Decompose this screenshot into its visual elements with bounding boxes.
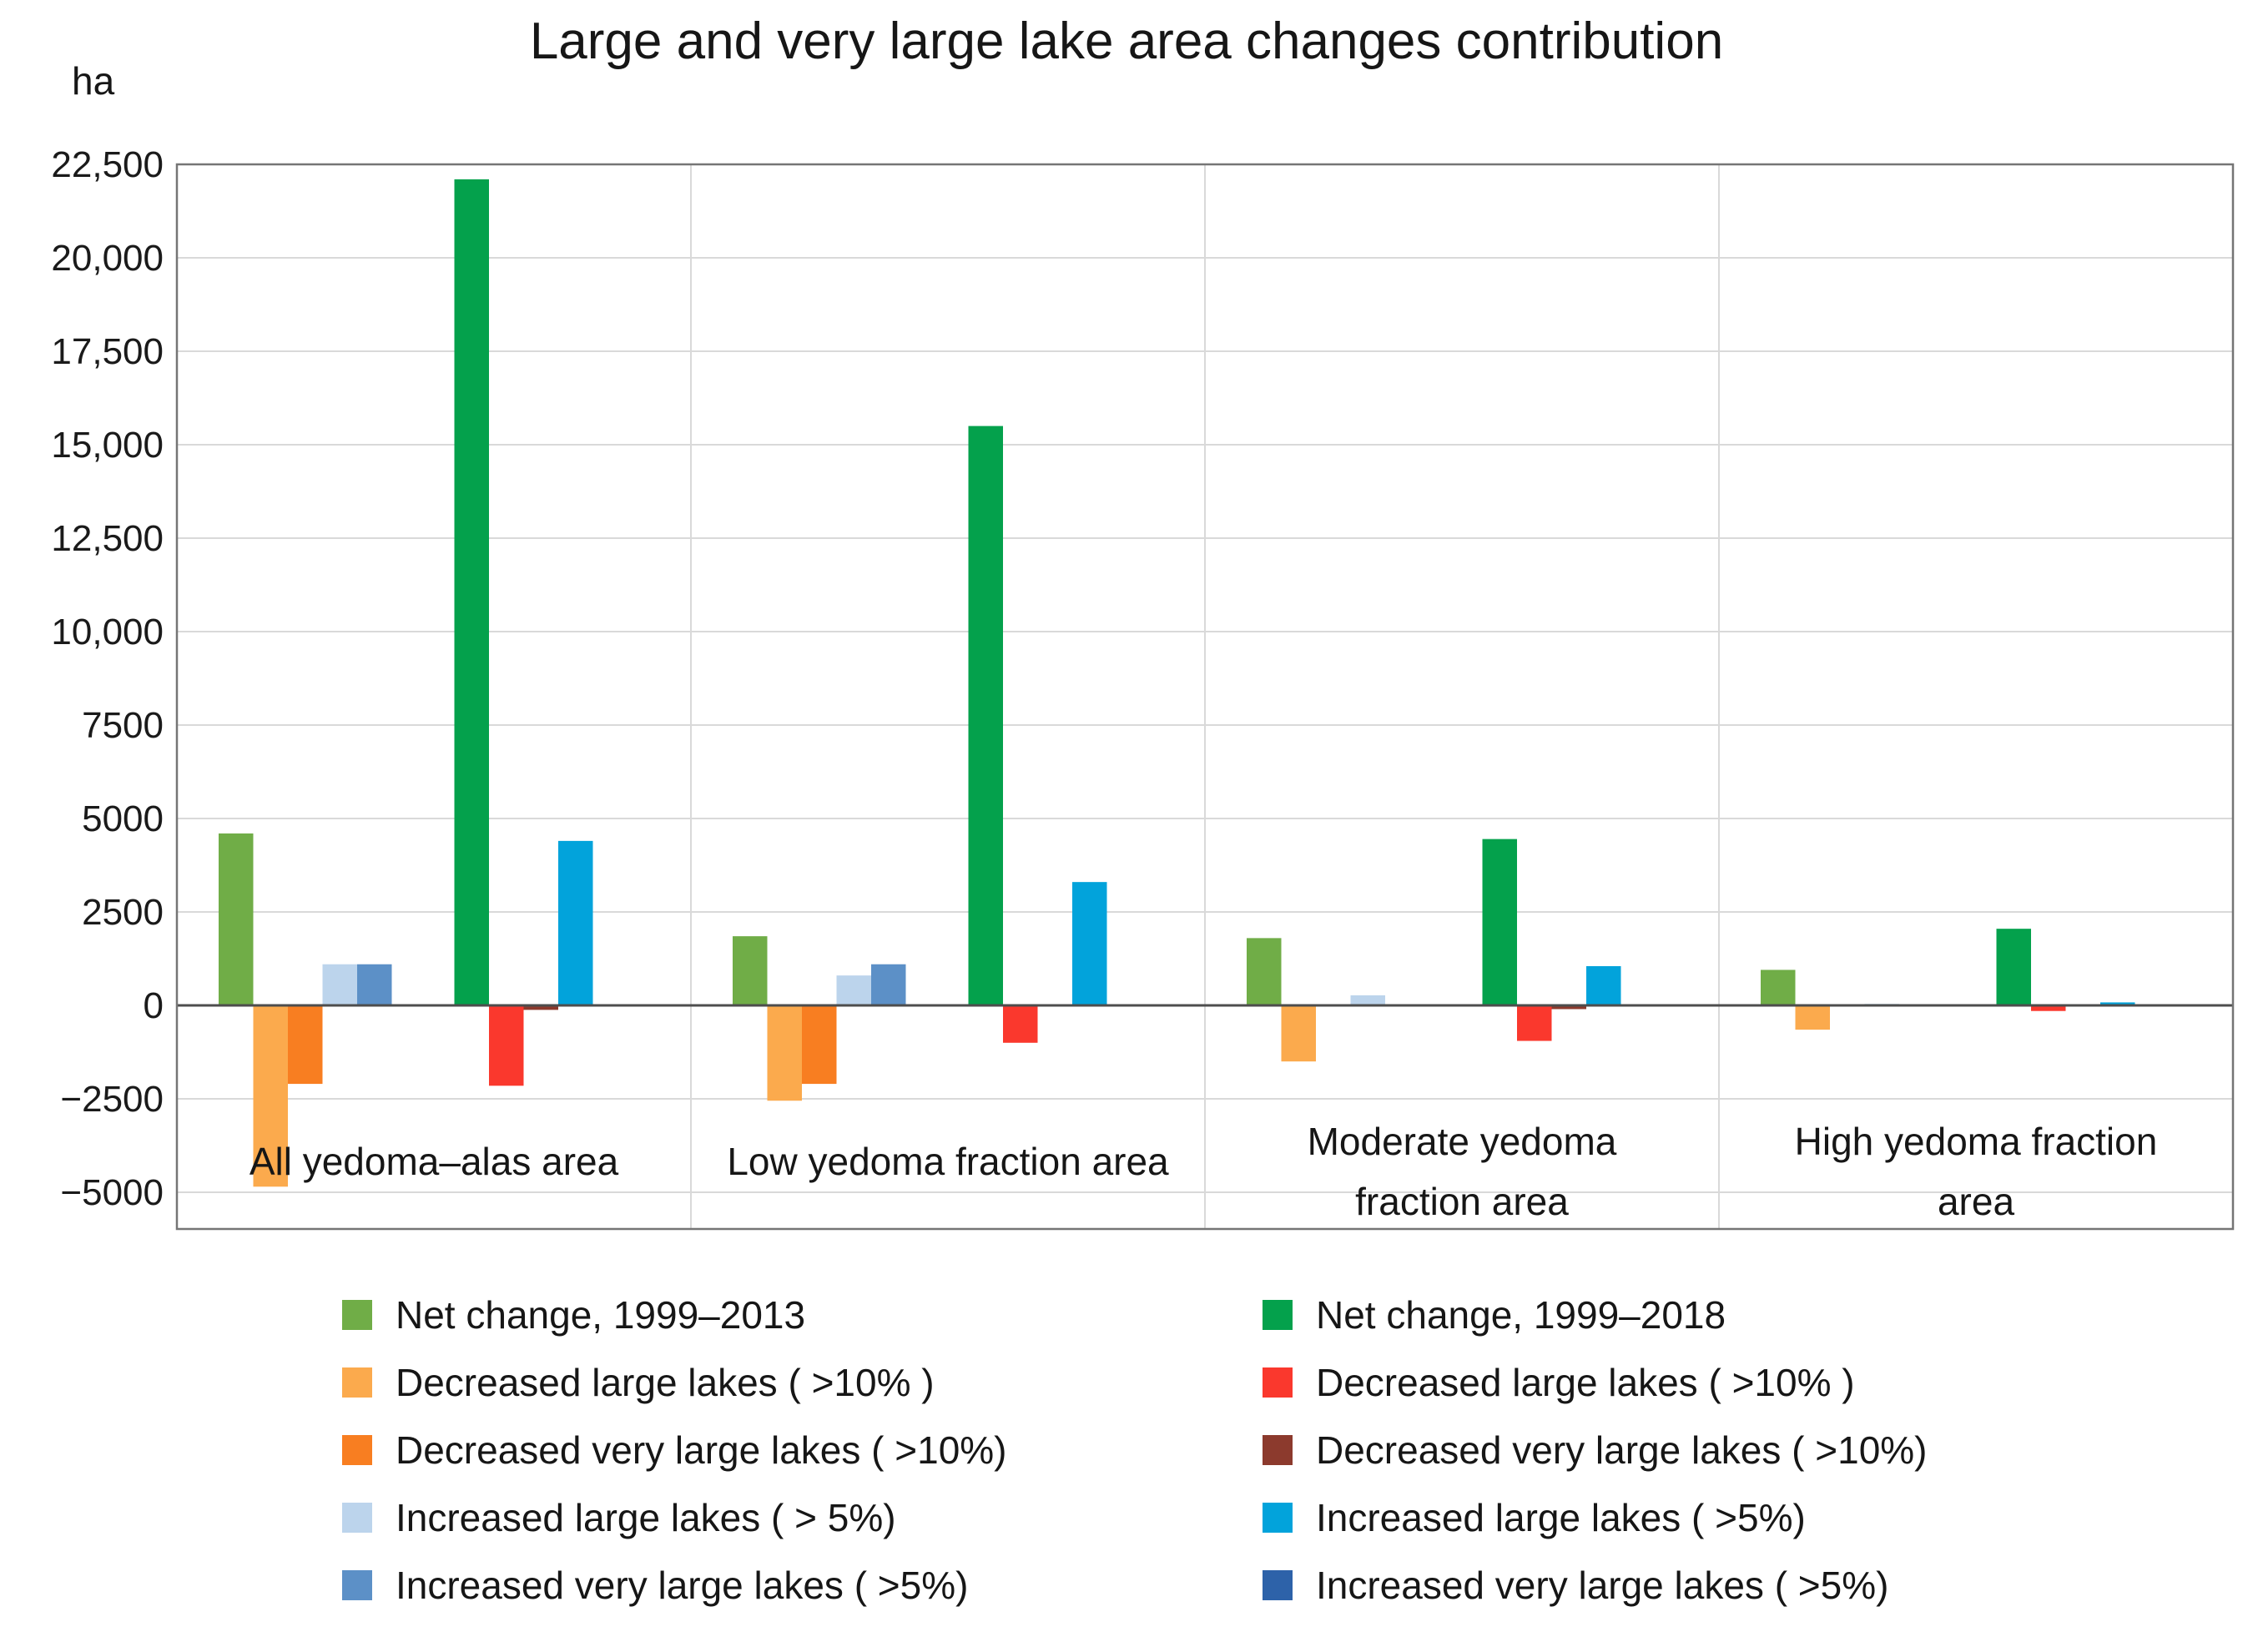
y-tick-label-22500: 22,500 (51, 144, 164, 185)
category-label-2-line-0: Moderate yedoma (1308, 1120, 1617, 1163)
y-tick-label--5000: −5000 (60, 1172, 164, 1213)
bar-increased-very-large-2013-cat0 (357, 964, 392, 1005)
bar-decreased-large-2013-cat0 (253, 1005, 288, 1187)
bar-net-change-2013-cat1 (733, 936, 768, 1005)
legend-swatch-increased-very-large-2018 (1263, 1570, 1293, 1600)
legend-label: Decreased large lakes ( >10% ) (396, 1361, 935, 1404)
bar-decreased-very-large-2018-cat0 (523, 1005, 558, 1010)
y-axis-unit-label: ha (72, 59, 115, 103)
legend-swatch-increased-very-large-2013 (342, 1570, 372, 1600)
legend-item-decreased-large-2013: Decreased large lakes ( >10% ) (342, 1361, 1007, 1404)
chart-title: Large and very large lake area changes c… (529, 13, 1724, 70)
bar-decreased-large-2018-cat1 (1003, 1005, 1038, 1043)
legend-swatch-net-change-2013 (342, 1300, 372, 1330)
bar-decreased-very-large-2013-cat1 (802, 1005, 837, 1085)
legend-item-decreased-very-large-2018: Decreased very large lakes ( >10%) (1263, 1428, 1928, 1472)
bar-increased-large-2018-cat3 (2100, 1002, 2135, 1005)
legend-label: Decreased very large lakes ( >10%) (396, 1428, 1007, 1472)
legend-swatch-decreased-large-2018 (1263, 1367, 1293, 1398)
bar-decreased-large-2018-cat3 (2031, 1005, 2066, 1011)
category-label-2-line-1: fraction area (1355, 1180, 1569, 1223)
bar-decreased-very-large-2013-cat0 (288, 1005, 323, 1085)
bar-net-change-2018-cat0 (454, 179, 489, 1006)
legend-item-increased-large-2018: Increased large lakes ( >5%) (1263, 1496, 1928, 1539)
y-tick-label-17500: 17,500 (51, 331, 164, 372)
y-tick-label-10000: 10,000 (51, 612, 164, 652)
bar-decreased-large-2013-cat2 (1281, 1005, 1316, 1062)
bar-increased-large-2018-cat1 (1072, 882, 1107, 1005)
bar-increased-large-2018-cat0 (558, 840, 593, 1005)
legend-label: Decreased large lakes ( >10% ) (1316, 1361, 1855, 1404)
bar-net-change-2013-cat0 (219, 833, 254, 1005)
y-tick-label-20000: 20,000 (51, 238, 164, 279)
bar-decreased-very-large-2018-cat2 (1551, 1005, 1586, 1010)
legend-label: Net change, 1999–2018 (1316, 1293, 1726, 1337)
bar-net-change-2018-cat3 (1996, 929, 2031, 1005)
legend-label: Increased very large lakes ( >5%) (1316, 1564, 1889, 1607)
legend-swatch-increased-large-2018 (1263, 1503, 1293, 1533)
bar-decreased-large-2013-cat1 (767, 1005, 802, 1101)
category-label-1-line-0: Low yedoma fraction area (727, 1140, 1169, 1183)
legend-column-1999-2018: Net change, 1999–2018 Decreased large la… (1263, 1293, 1928, 1632)
y-tick-label-15000: 15,000 (51, 425, 164, 466)
legend-item-decreased-large-2018: Decreased large lakes ( >10% ) (1263, 1361, 1928, 1404)
legend-item-increased-very-large-2013: Increased very large lakes ( >5%) (342, 1564, 1007, 1607)
legend-swatch-decreased-very-large-2013 (342, 1435, 372, 1465)
legend-label: Increased large lakes ( >5%) (1316, 1496, 1806, 1539)
plot-border (175, 163, 2235, 1231)
bar-net-change-2013-cat3 (1761, 970, 1796, 1005)
y-tick-label-0: 0 (144, 985, 164, 1026)
legend-label: Decreased very large lakes ( >10%) (1316, 1428, 1928, 1472)
category-label-0-line-0: All yedoma–alas area (249, 1140, 619, 1183)
bar-increased-large-2013-cat1 (836, 975, 871, 1005)
bar-net-change-2018-cat2 (1482, 839, 1517, 1005)
legend-label: Increased large lakes ( > 5%) (396, 1496, 896, 1539)
legend-swatch-decreased-large-2013 (342, 1367, 372, 1398)
legend-label: Net change, 1999–2013 (396, 1293, 806, 1337)
bar-increased-large-2018-cat2 (1586, 965, 1621, 1005)
bar-decreased-large-2013-cat3 (1795, 1005, 1830, 1030)
legend-swatch-net-change-2018 (1263, 1300, 1293, 1330)
legend-item-net-change-2018: Net change, 1999–2018 (1263, 1293, 1928, 1337)
category-label-3-line-0: High yedoma fraction (1795, 1120, 2158, 1163)
bar-increased-large-2013-cat0 (322, 964, 357, 1005)
legend-item-decreased-very-large-2013: Decreased very large lakes ( >10%) (342, 1428, 1007, 1472)
y-tick-label-7500: 7500 (82, 705, 164, 746)
y-tick-label-5000: 5000 (82, 798, 164, 839)
category-label-3-line-1: area (1938, 1180, 2014, 1223)
y-tick-label-12500: 12,500 (51, 518, 164, 559)
legend-item-increased-large-2013: Increased large lakes ( > 5%) (342, 1496, 1007, 1539)
legend-column-1999-2013: Net change, 1999–2013 Decreased large la… (342, 1293, 1007, 1632)
bar-decreased-large-2018-cat2 (1517, 1005, 1552, 1041)
bar-net-change-2013-cat2 (1247, 938, 1282, 1005)
legend-swatch-decreased-very-large-2018 (1263, 1435, 1293, 1465)
legend-item-net-change-2013: Net change, 1999–2013 (342, 1293, 1007, 1337)
bar-increased-very-large-2013-cat1 (871, 964, 906, 1005)
legend-swatch-increased-large-2013 (342, 1503, 372, 1533)
bar-net-change-2018-cat1 (968, 426, 1003, 1006)
legend-label: Increased very large lakes ( >5%) (396, 1564, 969, 1607)
bar-decreased-large-2018-cat0 (489, 1005, 524, 1086)
bar-increased-large-2013-cat2 (1350, 995, 1385, 1005)
y-tick-label-2500: 2500 (82, 892, 164, 933)
y-tick-label--2500: −2500 (60, 1079, 164, 1120)
legend-item-increased-very-large-2018: Increased very large lakes ( >5%) (1263, 1564, 1928, 1607)
